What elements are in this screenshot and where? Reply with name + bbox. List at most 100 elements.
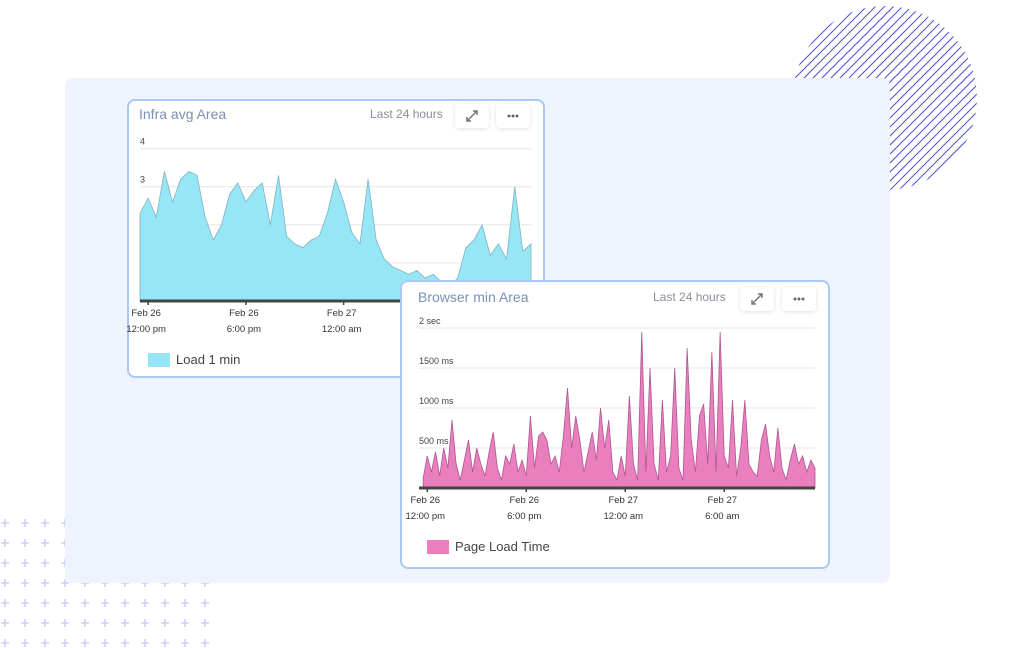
expand-button[interactable] <box>740 287 774 311</box>
plus <box>41 539 49 547</box>
plus <box>181 639 189 647</box>
expand-button[interactable] <box>455 104 489 128</box>
plus <box>21 519 29 527</box>
plus <box>1 539 9 547</box>
y-tick-label: 4 <box>140 137 145 147</box>
more-icon <box>793 297 805 301</box>
hatch-line <box>908 6 977 190</box>
plus <box>121 619 129 627</box>
plus <box>21 559 29 567</box>
plus <box>141 599 149 607</box>
expand-icon <box>751 293 763 305</box>
hatch-line <box>890 6 977 190</box>
x-tick-label: Feb 26 12:00 pm <box>126 308 166 335</box>
y-tick-label: 1500 ms <box>419 356 454 366</box>
plus <box>1 639 9 647</box>
plus <box>41 579 49 587</box>
hatch-line <box>971 6 977 190</box>
legend: Page Load Time <box>427 539 550 554</box>
chart-card: 500 ms 1000 ms 1500 ms 2 sec Browser min Ar… <box>400 280 830 569</box>
hatch-line <box>881 6 977 190</box>
plus <box>201 619 209 627</box>
time-range[interactable]: Last 24 hours <box>653 290 726 304</box>
chart: 500 ms 1000 ms 1500 ms 2 sec <box>419 316 816 492</box>
hatch-line <box>793 6 867 190</box>
legend-label: Load 1 min <box>176 352 241 367</box>
hatch-line <box>872 6 977 190</box>
plus <box>21 639 29 647</box>
plus <box>201 599 209 607</box>
plus <box>141 639 149 647</box>
plus <box>61 599 69 607</box>
hatch-line <box>962 6 977 190</box>
x-tick-label: Feb 26 6:00 pm <box>226 308 262 335</box>
plus <box>161 599 169 607</box>
plus <box>101 599 109 607</box>
plus <box>81 619 89 627</box>
x-tick-label: Feb 26 12:00 pm <box>405 495 446 522</box>
plus <box>121 599 129 607</box>
legend: Load 1 min <box>148 352 240 367</box>
hatch-line <box>793 6 894 190</box>
hatch-line <box>953 6 977 190</box>
plus <box>101 639 109 647</box>
chart-title: Browser min Area <box>418 289 529 305</box>
plus <box>1 579 9 587</box>
legend-swatch <box>148 352 170 367</box>
plus <box>41 619 49 627</box>
hatch-line <box>793 6 885 190</box>
x-tick-label: Feb 27 12:00 am <box>603 495 644 522</box>
hatch-line <box>899 6 977 190</box>
plus <box>41 639 49 647</box>
plus <box>161 619 169 627</box>
plus <box>21 539 29 547</box>
hatch-line <box>793 6 876 190</box>
plus <box>21 579 29 587</box>
plus <box>161 639 169 647</box>
plus <box>201 639 209 647</box>
area <box>139 170 532 302</box>
more-icon <box>507 114 519 118</box>
hatch-line <box>793 6 858 190</box>
plus <box>1 559 9 567</box>
plus <box>61 619 69 627</box>
legend-swatch <box>427 539 449 554</box>
legend-label: Page Load Time <box>455 539 550 554</box>
hatch-line <box>863 6 977 190</box>
plus <box>41 599 49 607</box>
x-tick-label: Feb 27 12:00 am <box>321 308 362 335</box>
time-range[interactable]: Last 24 hours <box>370 107 443 121</box>
plus <box>81 599 89 607</box>
y-tick-label: 2 sec <box>419 316 441 326</box>
area <box>422 331 816 489</box>
plus <box>21 619 29 627</box>
x-tick-label: Feb 26 6:00 pm <box>507 495 542 522</box>
y-tick-label: 3 <box>140 175 145 185</box>
plus <box>141 619 149 627</box>
plus <box>101 619 109 627</box>
more-button[interactable] <box>496 104 530 128</box>
plus <box>1 619 9 627</box>
plus <box>41 559 49 567</box>
plus <box>181 599 189 607</box>
plus <box>61 579 69 587</box>
plus <box>81 639 89 647</box>
y-tick-label: 1000 ms <box>419 396 454 406</box>
plus <box>61 639 69 647</box>
plus <box>1 599 9 607</box>
plus <box>1 519 9 527</box>
plus <box>181 619 189 627</box>
y-tick-label: 500 ms <box>419 436 449 446</box>
plus <box>121 639 129 647</box>
chart-title: Infra avg Area <box>139 106 227 122</box>
hatch-line <box>944 6 977 190</box>
plus <box>41 519 49 527</box>
hatch-line <box>981 0 1028 198</box>
hatch-line <box>935 6 977 190</box>
plus <box>21 599 29 607</box>
expand-icon <box>466 110 478 122</box>
x-tick-label: Feb 27 6:00 am <box>705 495 740 522</box>
more-button[interactable] <box>782 287 816 311</box>
hatch-line <box>917 6 977 190</box>
